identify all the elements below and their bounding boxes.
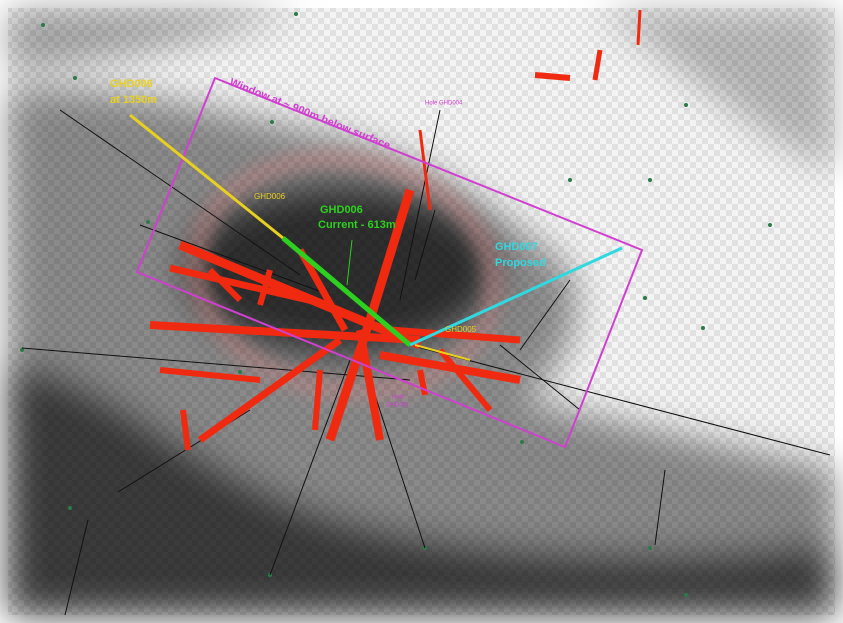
planned-holes: [129, 113, 623, 361]
window-outline: [135, 76, 644, 449]
drill-traces: [21, 109, 831, 616]
label: Current - 613m: [318, 219, 396, 231]
background: [8, 8, 835, 616]
label: GHD006: [320, 204, 363, 216]
label: GHD006: [110, 78, 153, 90]
label: Hole: [392, 395, 405, 401]
label: at 1350m: [110, 94, 157, 106]
label: GHD001: [386, 403, 410, 409]
label: GHD006: [254, 192, 286, 201]
label: GHD005: [445, 325, 477, 334]
label: GHD007: [495, 241, 538, 253]
label: Proposed: [495, 257, 546, 269]
label: Hole GHD004: [425, 101, 463, 107]
green-dots: [20, 12, 772, 597]
